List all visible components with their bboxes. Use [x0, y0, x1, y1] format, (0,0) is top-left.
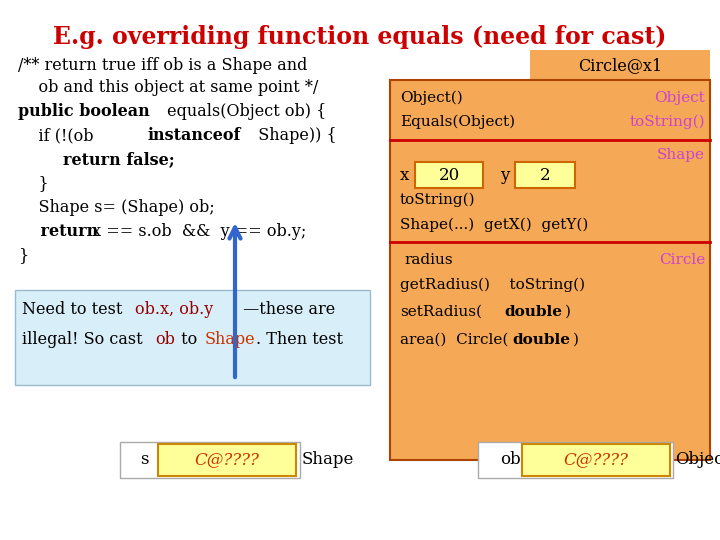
Text: ob and this object at same point */: ob and this object at same point */	[18, 79, 318, 97]
Bar	[390, 80, 710, 460]
Text: Shape: Shape	[657, 148, 705, 162]
Text: }: }	[18, 247, 28, 265]
Text: ob: ob	[155, 332, 175, 348]
Text: x == s.ob  &&  y == ob.y;: x == s.ob && y == ob.y;	[87, 224, 307, 240]
Text: E.g. overriding function equals (need for cast): E.g. overriding function equals (need fo…	[53, 25, 667, 49]
Bar	[530, 50, 710, 82]
Text: Object(): Object()	[400, 91, 463, 105]
Text: Shape: Shape	[205, 332, 256, 348]
Bar	[120, 442, 300, 478]
Text: double: double	[512, 333, 570, 347]
Text: y: y	[500, 166, 509, 184]
Text: Object: Object	[654, 91, 705, 105]
Bar	[158, 444, 296, 476]
Text: double: double	[504, 305, 562, 319]
Text: if (!(ob: if (!(ob	[18, 127, 104, 145]
Text: C@????: C@????	[194, 451, 259, 469]
Text: Equals(Object): Equals(Object)	[400, 115, 515, 129]
Text: ob.x, ob.y: ob.x, ob.y	[135, 301, 213, 319]
Text: toString(): toString()	[400, 193, 476, 207]
Text: to: to	[176, 332, 202, 348]
Text: s: s	[140, 451, 148, 469]
Text: Need to test: Need to test	[22, 301, 127, 319]
Bar	[415, 162, 483, 188]
Text: toString(): toString()	[629, 115, 705, 129]
Text: ): )	[573, 333, 579, 347]
Bar	[478, 442, 673, 478]
Text: equals(Object ob) {: equals(Object ob) {	[162, 104, 326, 120]
Text: ): )	[565, 305, 571, 319]
Text: return false;: return false;	[18, 152, 175, 168]
Text: radius: radius	[404, 253, 453, 267]
Text: getRadius()    toString(): getRadius() toString()	[400, 278, 585, 292]
Text: Circle@x1: Circle@x1	[578, 57, 662, 75]
Text: instanceof: instanceof	[148, 127, 241, 145]
Text: Shape)) {: Shape)) {	[248, 127, 337, 145]
Text: 20: 20	[438, 166, 459, 184]
Text: }: }	[18, 176, 49, 192]
Bar	[15, 290, 370, 385]
Text: ob: ob	[500, 451, 521, 469]
Bar	[522, 444, 670, 476]
Text: Circle: Circle	[659, 253, 705, 267]
Text: Shape: Shape	[302, 451, 354, 469]
Text: Object: Object	[675, 451, 720, 469]
Text: public boolean: public boolean	[18, 104, 150, 120]
Text: C@????: C@????	[564, 451, 629, 469]
Text: /** return true iff ob is a Shape and: /** return true iff ob is a Shape and	[18, 57, 307, 73]
Text: . Then test: . Then test	[256, 332, 343, 348]
Text: Shape(...)  getX()  getY(): Shape(...) getX() getY()	[400, 218, 588, 232]
Text: illegal! So cast: illegal! So cast	[22, 332, 148, 348]
Bar	[390, 80, 710, 460]
Text: area()  Circle(: area() Circle(	[400, 333, 508, 347]
Text: —these are: —these are	[238, 301, 336, 319]
Text: 2: 2	[540, 166, 550, 184]
Text: return: return	[18, 224, 98, 240]
Text: setRadius(: setRadius(	[400, 305, 482, 319]
Text: x: x	[400, 166, 410, 184]
Bar	[515, 162, 575, 188]
Text: Shape s= (Shape) ob;: Shape s= (Shape) ob;	[18, 199, 215, 217]
